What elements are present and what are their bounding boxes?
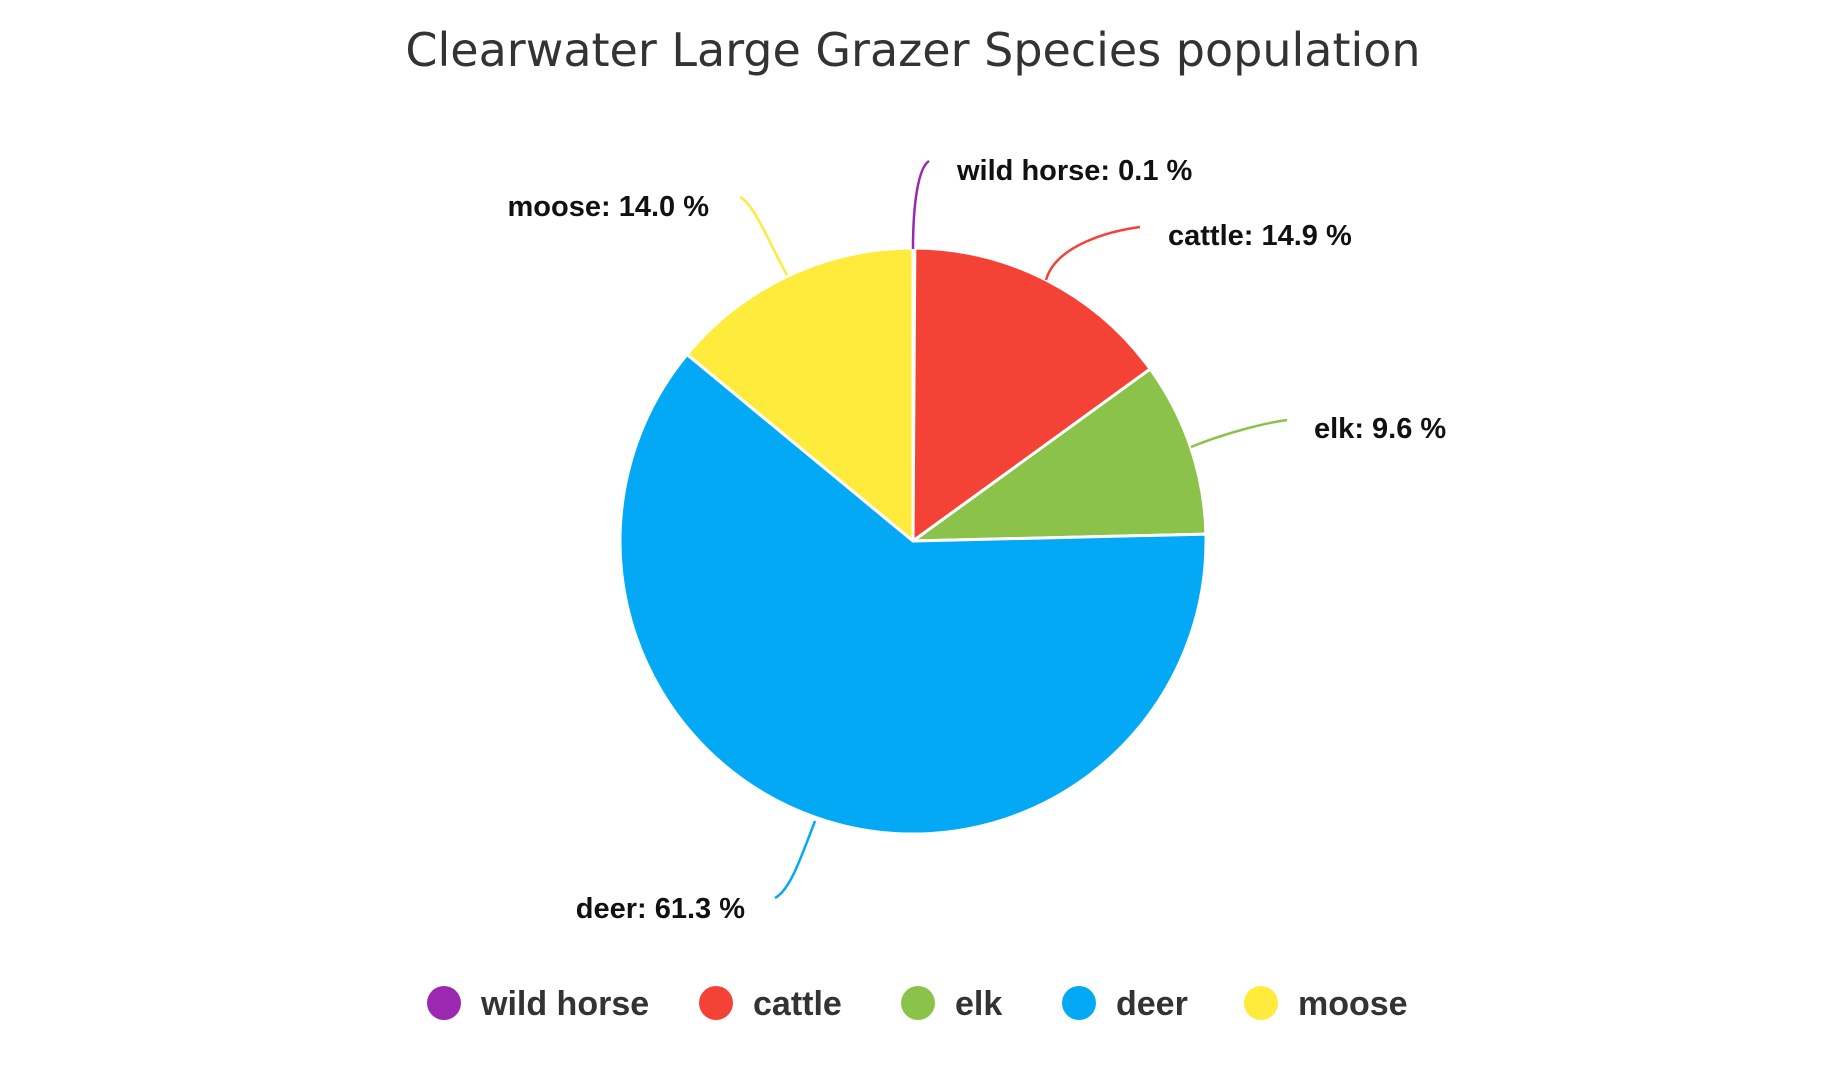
slice-label-cattle: cattle: 14.9 %: [1168, 220, 1352, 252]
leader-line-moose: [739, 195, 789, 276]
pie-slice-moose: [685, 246, 915, 543]
slice-label-deer: deer: 61.3 %: [576, 893, 745, 925]
legend-swatch-cattle: [699, 986, 733, 1020]
pie-slice-deer: [618, 352, 1208, 836]
label-leader-lines: [739, 159, 1288, 900]
legend-label-moose: moose: [1298, 985, 1408, 1023]
chart-title: Clearwater Large Grazer Species populati…: [405, 23, 1420, 77]
leader-line-elk: [1190, 418, 1288, 449]
legend-item-elk[interactable]: elk: [901, 985, 1002, 1023]
legend-label-wild-horse: wild horse: [480, 985, 649, 1023]
legend-swatch-deer: [1062, 986, 1096, 1020]
slice-labels: wild horse: 0.1 % cattle: 14.9 % elk: 9.6 …: [508, 155, 1447, 925]
legend-label-elk: elk: [955, 985, 1002, 1023]
slice-label-wild-horse: wild horse: 0.1 %: [956, 155, 1192, 187]
legend-item-cattle[interactable]: cattle: [699, 985, 842, 1023]
legend-item-deer[interactable]: deer: [1062, 985, 1188, 1023]
leader-line-wild-horse: [911, 159, 930, 250]
leader-line-cattle: [1044, 225, 1141, 281]
legend-item-moose[interactable]: moose: [1244, 985, 1408, 1023]
legend: wild horse cattle elk deer moose: [427, 985, 1408, 1023]
legend-label-deer: deer: [1116, 985, 1188, 1023]
legend-swatch-moose: [1244, 986, 1278, 1020]
pie-slice-elk: [911, 367, 1208, 543]
pie-slices: [618, 246, 1208, 836]
legend-item-wild-horse[interactable]: wild horse: [427, 985, 649, 1023]
slice-label-moose: moose: 14.0 %: [508, 191, 710, 223]
leader-line-deer: [774, 820, 817, 900]
slice-label-elk: elk: 9.6 %: [1314, 413, 1446, 445]
pie-slice-cattle: [911, 246, 1152, 543]
legend-label-cattle: cattle: [753, 985, 842, 1023]
legend-swatch-elk: [901, 986, 935, 1020]
legend-swatch-wild-horse: [427, 986, 461, 1020]
